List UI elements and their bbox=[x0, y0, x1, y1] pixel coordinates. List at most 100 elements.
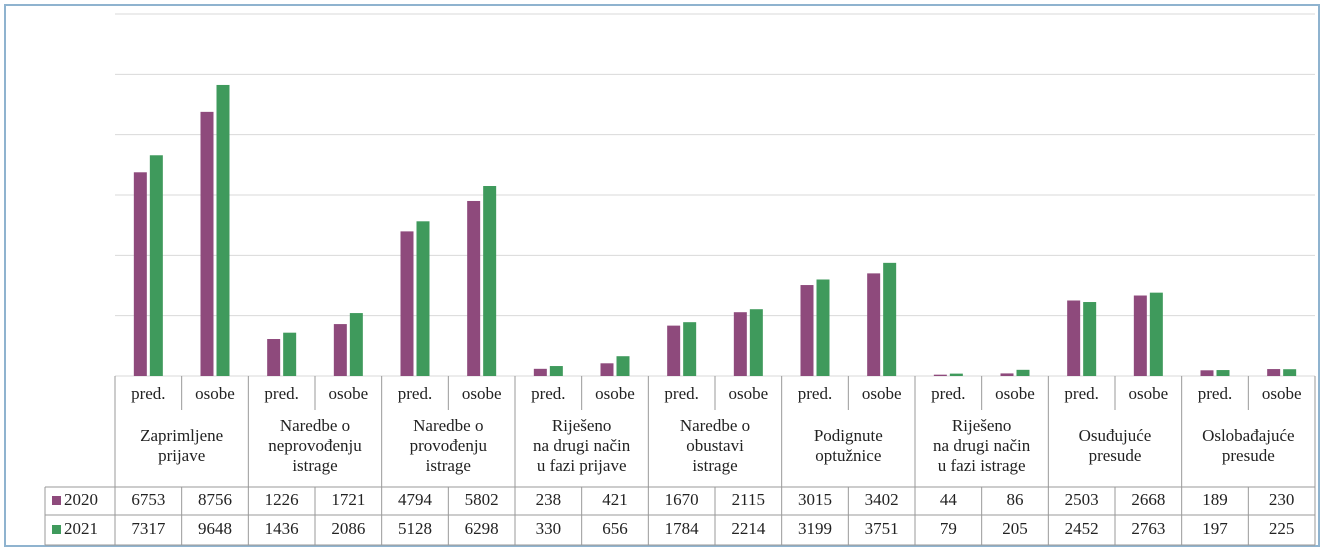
table-value: 3402 bbox=[865, 490, 899, 509]
legend-label: 2020 bbox=[64, 490, 98, 509]
group-label: Zaprimljene bbox=[140, 426, 223, 445]
group-label: neprovođenju bbox=[268, 436, 362, 455]
bar bbox=[883, 262, 897, 376]
group-label: Naredbe o bbox=[413, 416, 483, 435]
group-label: presude bbox=[1222, 446, 1275, 465]
table-value: 189 bbox=[1202, 490, 1228, 509]
legend-swatch bbox=[52, 525, 61, 534]
bar bbox=[400, 231, 414, 376]
bar bbox=[416, 221, 430, 376]
bar bbox=[1216, 370, 1230, 376]
table-value: 2668 bbox=[1131, 490, 1165, 509]
group-label: Naredbe o bbox=[280, 416, 350, 435]
bar bbox=[1067, 300, 1081, 376]
table-value: 197 bbox=[1202, 519, 1228, 538]
bar bbox=[533, 368, 547, 376]
frame bbox=[4, 4, 1320, 547]
sub-label: osobe bbox=[328, 384, 368, 403]
bar bbox=[467, 200, 481, 376]
sub-label: osobe bbox=[1128, 384, 1168, 403]
table-value: 1226 bbox=[265, 490, 299, 509]
group-label: Osuđujuće bbox=[1079, 426, 1152, 445]
group-label: Naredbe o bbox=[680, 416, 750, 435]
table-value: 3751 bbox=[865, 519, 899, 538]
table-value: 86 bbox=[1007, 490, 1024, 509]
bar bbox=[1149, 292, 1163, 376]
legend-swatch bbox=[52, 496, 61, 505]
bar bbox=[933, 374, 947, 376]
bar bbox=[283, 332, 297, 376]
bar bbox=[1016, 369, 1030, 376]
table-value: 3199 bbox=[798, 519, 832, 538]
bar bbox=[867, 273, 881, 376]
bar bbox=[667, 325, 681, 376]
table-value: 656 bbox=[602, 519, 628, 538]
bar bbox=[1200, 370, 1214, 376]
sub-label: pred. bbox=[398, 384, 432, 403]
group-label: u fazi istrage bbox=[938, 456, 1026, 475]
table-value: 330 bbox=[536, 519, 562, 538]
bar bbox=[216, 84, 230, 377]
table-value: 3015 bbox=[798, 490, 832, 509]
bar bbox=[600, 363, 614, 376]
bar bbox=[133, 172, 147, 376]
bar bbox=[549, 366, 563, 376]
table-value: 2503 bbox=[1065, 490, 1099, 509]
table-value: 5802 bbox=[465, 490, 499, 509]
table-value: 225 bbox=[1269, 519, 1295, 538]
bar bbox=[800, 285, 814, 376]
group-label: istrage bbox=[292, 456, 337, 475]
bar bbox=[483, 186, 497, 376]
group-label: provođenju bbox=[410, 436, 488, 455]
sub-label: osobe bbox=[462, 384, 502, 403]
legend-label: 2021 bbox=[64, 519, 98, 538]
group-label: obustavi bbox=[686, 436, 744, 455]
table-value: 205 bbox=[1002, 519, 1028, 538]
bar bbox=[1283, 369, 1297, 376]
table-value: 421 bbox=[602, 490, 628, 509]
sub-label: pred. bbox=[931, 384, 965, 403]
bar bbox=[616, 356, 630, 376]
sub-label: osobe bbox=[862, 384, 902, 403]
group-label: Podignute bbox=[814, 426, 883, 445]
sub-label: osobe bbox=[195, 384, 235, 403]
table-value: 2452 bbox=[1065, 519, 1099, 538]
table-value: 4794 bbox=[398, 490, 433, 509]
sub-label: osobe bbox=[1262, 384, 1302, 403]
bar bbox=[349, 313, 363, 376]
table-value: 8756 bbox=[198, 490, 232, 509]
table-value: 238 bbox=[536, 490, 562, 509]
bar bbox=[1000, 373, 1014, 376]
table-value: 1721 bbox=[331, 490, 365, 509]
bar bbox=[816, 279, 830, 376]
table-value: 6298 bbox=[465, 519, 499, 538]
table-value: 2214 bbox=[731, 519, 766, 538]
table-value: 1670 bbox=[665, 490, 699, 509]
table-value: 1436 bbox=[265, 519, 299, 538]
group-label: na drugi način bbox=[533, 436, 631, 455]
table-value: 7317 bbox=[131, 519, 166, 538]
sub-label: pred. bbox=[1064, 384, 1098, 403]
bar bbox=[200, 111, 214, 377]
table-value: 2115 bbox=[732, 490, 765, 509]
bar bbox=[949, 373, 963, 376]
sub-label: pred. bbox=[131, 384, 165, 403]
bar bbox=[333, 324, 347, 376]
bar bbox=[733, 312, 747, 376]
sub-label: pred. bbox=[1198, 384, 1232, 403]
sub-label: pred. bbox=[798, 384, 832, 403]
sub-label: osobe bbox=[595, 384, 635, 403]
table-value: 44 bbox=[940, 490, 958, 509]
group-label: na drugi način bbox=[933, 436, 1031, 455]
table-value: 9648 bbox=[198, 519, 232, 538]
table-value: 79 bbox=[940, 519, 957, 538]
group-label: istrage bbox=[692, 456, 737, 475]
bar bbox=[1083, 302, 1097, 376]
table-value: 2086 bbox=[331, 519, 365, 538]
table-value: 6753 bbox=[131, 490, 165, 509]
table-value: 2763 bbox=[1131, 519, 1165, 538]
group-label: optužnice bbox=[815, 446, 881, 465]
bar bbox=[267, 339, 281, 376]
bar bbox=[149, 155, 163, 376]
